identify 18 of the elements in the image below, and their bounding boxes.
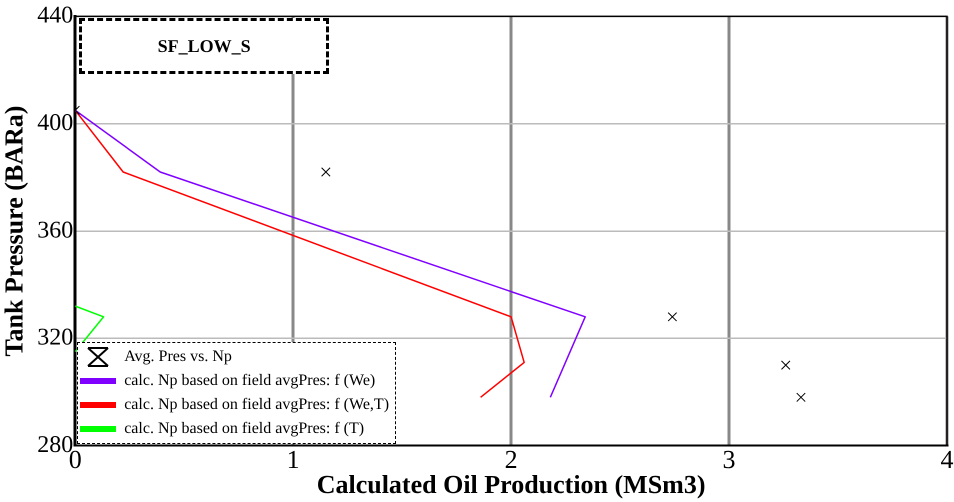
label-box: SF_LOW_S: [79, 18, 330, 74]
legend-label: Avg. Pres vs. Np: [124, 348, 232, 366]
x-tick-label: 3: [722, 445, 736, 474]
point: [796, 392, 806, 402]
y-tick-label: 440: [37, 2, 74, 29]
x-tick-label: 4: [940, 445, 954, 474]
y-axis-title: Tank Pressure (BARa): [0, 106, 28, 356]
legend-label: calc. Np based on field avgPres: f (We,T): [124, 396, 390, 414]
point: [668, 312, 678, 322]
annotation: SF_LOW_S: [158, 36, 251, 57]
legend-label: calc. Np based on field avgPres: f (We): [124, 372, 376, 390]
point: [780, 360, 790, 370]
x-tick-label: 1: [286, 445, 300, 474]
y-tick-label: 320: [37, 324, 74, 351]
legend-label: calc. Np based on field avgPres: f (T): [124, 420, 364, 438]
point: [321, 167, 331, 177]
y-tick-label: 400: [37, 110, 74, 136]
y-tick-label: 360: [37, 217, 74, 244]
